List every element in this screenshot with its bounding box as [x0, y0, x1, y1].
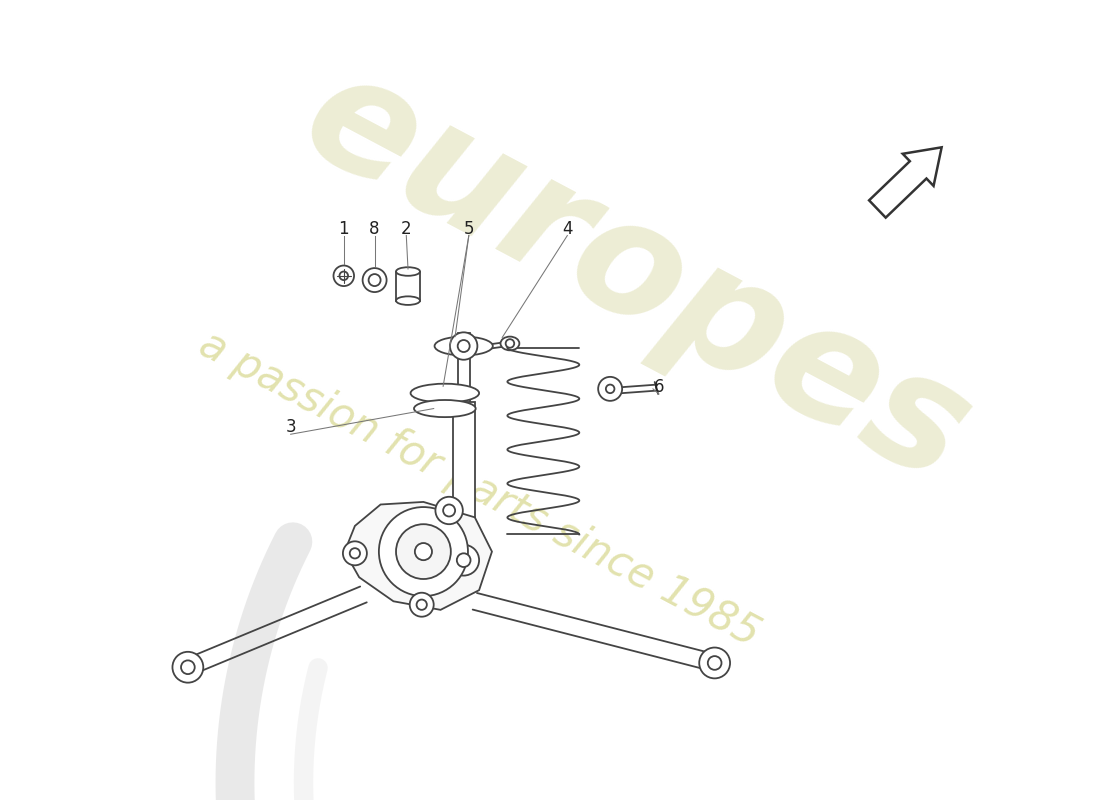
Circle shape	[378, 507, 468, 596]
Bar	[452, 402, 475, 534]
Circle shape	[363, 268, 386, 292]
Ellipse shape	[434, 337, 493, 355]
Circle shape	[343, 542, 367, 566]
Circle shape	[409, 593, 433, 617]
Circle shape	[396, 524, 451, 579]
Circle shape	[340, 271, 348, 280]
Circle shape	[436, 497, 463, 524]
Bar	[458, 333, 470, 423]
Text: 8: 8	[370, 220, 379, 238]
Text: 2: 2	[402, 220, 411, 238]
Text: 4: 4	[562, 220, 573, 238]
Ellipse shape	[500, 337, 519, 350]
Circle shape	[606, 385, 615, 393]
Circle shape	[458, 340, 470, 352]
Circle shape	[449, 545, 480, 575]
Circle shape	[415, 543, 432, 560]
Circle shape	[182, 660, 195, 674]
Bar	[396, 271, 420, 302]
Circle shape	[598, 377, 623, 401]
Polygon shape	[869, 147, 942, 218]
Circle shape	[417, 599, 427, 610]
Circle shape	[506, 339, 514, 348]
Text: 6: 6	[653, 378, 664, 396]
Ellipse shape	[396, 296, 420, 305]
Ellipse shape	[410, 384, 480, 402]
Text: 5: 5	[463, 220, 474, 238]
Circle shape	[456, 554, 471, 567]
Ellipse shape	[396, 267, 420, 276]
Circle shape	[350, 548, 360, 558]
Ellipse shape	[414, 400, 475, 417]
Text: a passion for parts since 1985: a passion for parts since 1985	[192, 322, 767, 655]
Circle shape	[450, 332, 477, 360]
Text: europes: europes	[278, 38, 993, 516]
Text: 1: 1	[339, 220, 349, 238]
Circle shape	[707, 656, 722, 670]
Circle shape	[443, 505, 455, 517]
Circle shape	[173, 652, 204, 682]
Circle shape	[333, 266, 354, 286]
Polygon shape	[344, 502, 492, 610]
Text: 3: 3	[285, 418, 296, 437]
Circle shape	[700, 647, 730, 678]
Circle shape	[368, 274, 381, 286]
